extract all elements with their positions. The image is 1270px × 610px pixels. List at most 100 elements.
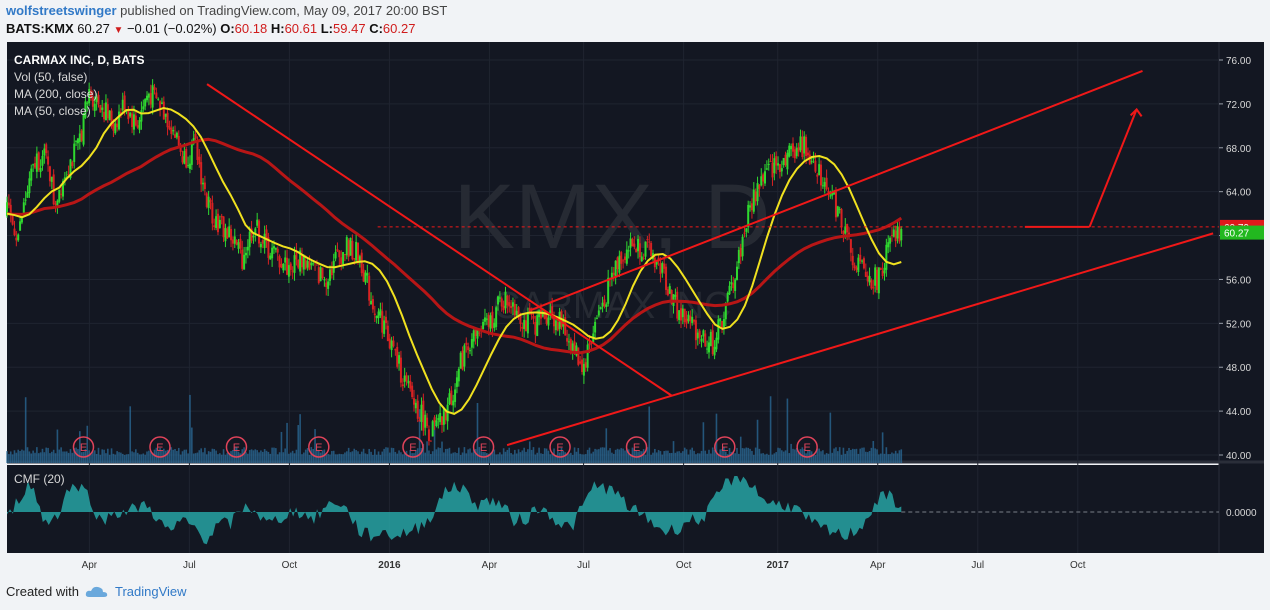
- candle-body: [198, 156, 201, 165]
- volume-bar: [829, 412, 832, 463]
- candle-body: [765, 168, 768, 170]
- legend-cmf: CMF (20): [14, 472, 65, 486]
- candle-body: [149, 93, 152, 105]
- candle-body: [205, 193, 208, 207]
- candle-body: [287, 265, 290, 277]
- candle-body: [129, 112, 132, 117]
- volume-bar: [558, 452, 561, 463]
- volume-bar: [713, 449, 716, 463]
- volume-bar: [444, 448, 447, 463]
- candle-body: [58, 189, 61, 202]
- ma200-line: [6, 137, 903, 355]
- publish-line: wolfstreetswinger published on TradingVi…: [6, 3, 447, 18]
- candle-body: [834, 191, 837, 218]
- candle-body: [679, 308, 682, 321]
- candle-body: [526, 312, 529, 334]
- candle-body: [666, 289, 669, 296]
- candle-body: [48, 166, 51, 182]
- candle-body: [487, 314, 490, 327]
- volume-bar: [698, 453, 701, 463]
- time-tick-label: Oct: [1070, 560, 1086, 571]
- earnings-marker-icon: [472, 436, 495, 458]
- candle-body: [497, 296, 500, 305]
- candle-body: [510, 305, 513, 309]
- volume-bar: [456, 453, 458, 463]
- candle-body: [300, 254, 303, 268]
- candle-body: [241, 249, 244, 269]
- volume-bar: [254, 449, 257, 463]
- earnings-marker-icon: [402, 436, 424, 458]
- volume-bar: [149, 450, 152, 463]
- volume-bar: [43, 452, 46, 463]
- candle-body: [39, 167, 42, 172]
- tradingview-cloud-icon: [85, 586, 108, 597]
- volume-bar: [790, 443, 792, 463]
- candle-body: [246, 246, 249, 251]
- volume-bar: [97, 447, 100, 463]
- volume-bar: [131, 451, 133, 463]
- author-link[interactable]: wolfstreetswinger: [6, 3, 117, 18]
- candle-body: [291, 270, 294, 272]
- candle-body: [646, 239, 649, 241]
- candle-body: [862, 258, 865, 269]
- candle-body: [426, 417, 429, 427]
- volume-bar: [345, 451, 348, 463]
- candle-body: [870, 280, 873, 289]
- candle-body: [188, 163, 191, 169]
- volume-bar: [325, 454, 328, 463]
- volume-bar: [54, 453, 57, 463]
- volume-bar: [784, 450, 787, 463]
- candle-body: [898, 227, 901, 242]
- volume-bar: [450, 453, 453, 463]
- volume-bar: [500, 454, 503, 463]
- candle-body: [474, 329, 477, 337]
- volume-bar: [493, 449, 496, 463]
- volume-bar: [534, 454, 537, 463]
- volume-bar: [144, 454, 146, 463]
- volume-bar: [463, 447, 466, 463]
- publish-info: published on TradingView.com, May 09, 20…: [120, 3, 448, 18]
- candle-body: [91, 96, 94, 107]
- volume-bar: [592, 451, 595, 463]
- volume-bar: [616, 448, 619, 463]
- volume-bar: [631, 447, 634, 463]
- candle-body: [818, 164, 821, 176]
- volume-bar: [65, 451, 68, 463]
- candle-body: [900, 229, 903, 241]
- candle-body: [431, 421, 434, 437]
- candle-body: [446, 404, 449, 422]
- volume-bar: [383, 448, 385, 463]
- candle-body: [760, 176, 763, 186]
- candle-body: [506, 295, 509, 306]
- candle-body: [500, 298, 503, 307]
- volume-bar: [407, 454, 410, 463]
- volume-bar: [213, 449, 216, 463]
- volume-bar: [540, 453, 542, 463]
- tradingview-link[interactable]: TradingView: [114, 584, 187, 599]
- candle-body: [861, 260, 864, 262]
- volume-bar: [693, 450, 695, 463]
- volume-bar: [56, 429, 59, 463]
- volume-bar: [773, 453, 776, 463]
- candle-body: [328, 269, 331, 281]
- volume-bar: [739, 436, 742, 463]
- volume-bar: [627, 449, 630, 463]
- candle-body: [243, 254, 246, 270]
- candle-body: [134, 115, 137, 126]
- candle-body: [732, 283, 735, 289]
- change: −0.01 (−0.02%): [126, 21, 217, 36]
- candle-body: [30, 168, 33, 181]
- volume-bar: [256, 450, 258, 463]
- volume-bar: [366, 454, 369, 463]
- volume-bar: [840, 454, 843, 463]
- volume-bar: [609, 448, 611, 463]
- candle-body: [181, 156, 184, 163]
- candle-body: [271, 247, 274, 259]
- candle-body: [75, 140, 78, 142]
- candle-body: [648, 241, 651, 243]
- volume-bar: [13, 450, 16, 463]
- volume-bar: [876, 449, 878, 463]
- volume-bar: [646, 447, 649, 463]
- volume-bar: [360, 451, 363, 463]
- volume-bar: [764, 454, 766, 463]
